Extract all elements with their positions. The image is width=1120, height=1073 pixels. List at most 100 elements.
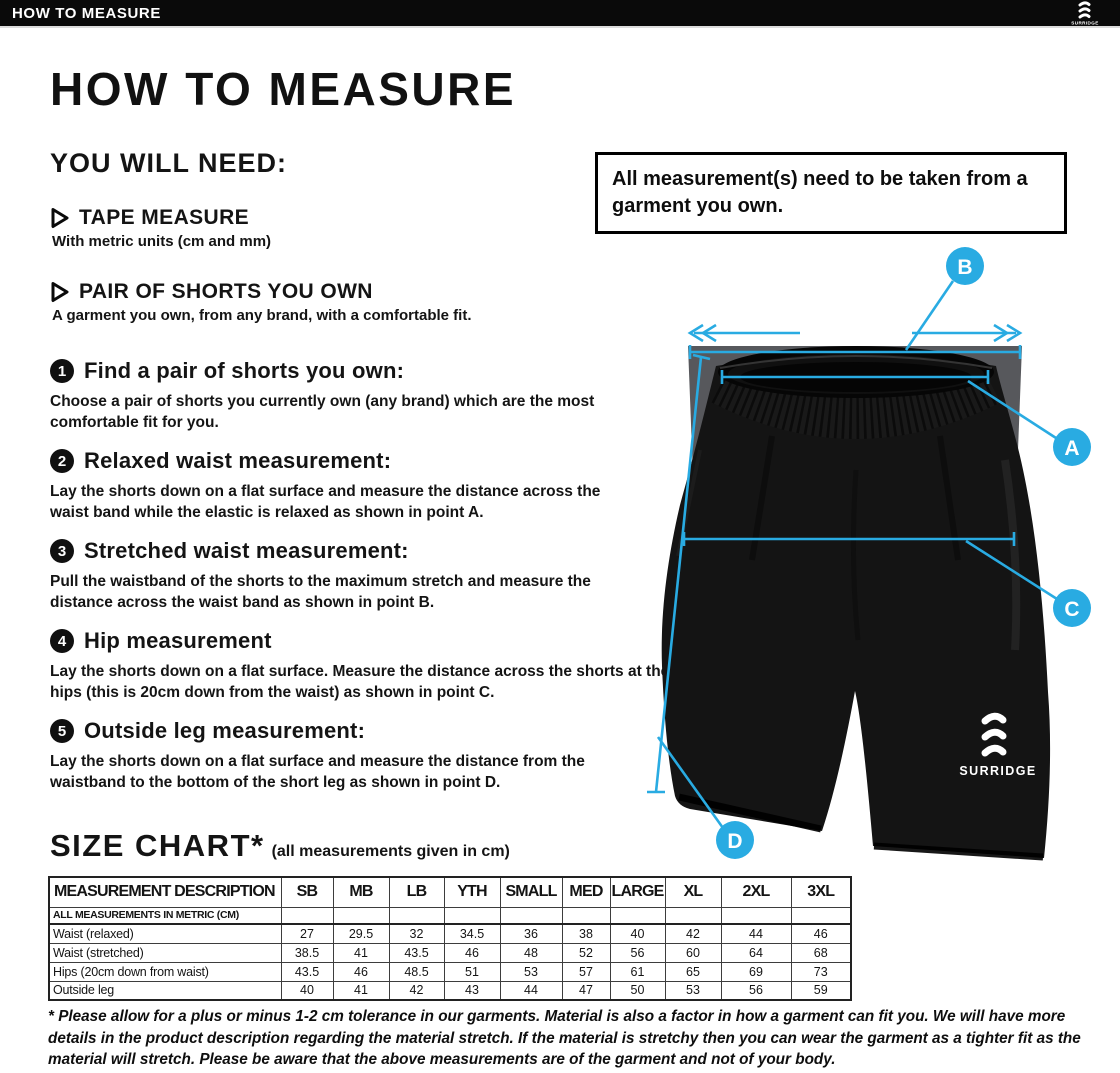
stretched-waist-backdrop [688, 346, 1022, 580]
step-desc: Lay the shorts down on a flat surface. M… [50, 663, 670, 702]
waist-opening [718, 346, 994, 398]
cell: 64 [720, 942, 792, 963]
size-chart-subtitle: (all measurements given in cm) [271, 843, 510, 860]
point-badge-c [1053, 589, 1091, 627]
measurement-note-box: All measurement(s) need to be taken from… [595, 152, 1067, 234]
cell: 69 [720, 961, 792, 982]
cell: 53 [499, 961, 563, 982]
step-desc: Lay the shorts down on a flat surface an… [50, 753, 585, 792]
column-header: XL [664, 876, 722, 908]
step-title: Outside leg measurement: [84, 718, 366, 743]
point-badge-a [1053, 428, 1091, 466]
shorts-measurement-diagram: SURRIDGE [647, 247, 1091, 861]
row-label: Outside leg [48, 980, 282, 1001]
step-number-badge: 3 [50, 539, 74, 563]
cell: 27 [280, 923, 334, 944]
cell: 43.5 [388, 942, 445, 963]
step-1: 1 Find a pair of shorts you own: Choose … [50, 358, 670, 434]
cell: 29.5 [332, 923, 390, 944]
point-label-a: A [1064, 437, 1079, 460]
column-header: SB [280, 876, 334, 908]
requirement-title: PAIR OF SHORTS YOU OWN [79, 280, 373, 303]
cell: 51 [443, 961, 501, 982]
waistband [711, 361, 1001, 439]
cell: 48 [499, 942, 563, 963]
tolerance-footnote: * Please allow for a plus or minus 1-2 c… [48, 1008, 1081, 1069]
waistband-ribs [711, 361, 1001, 439]
cell: 73 [790, 961, 852, 982]
requirement-tape-measure: TAPE MEASURE With metric units (cm and m… [50, 206, 630, 250]
size-chart-heading: SIZE CHART* (all measurements given in cm… [50, 828, 510, 864]
step-2: 2 Relaxed waist measurement: Lay the sho… [50, 448, 670, 524]
table-row: Hips (20cm down from waist) 43.5 46 48.5… [48, 961, 852, 982]
step-number-badge: 4 [50, 629, 74, 653]
cell: 43.5 [280, 961, 334, 982]
stretch-arrow-line [687, 323, 1023, 343]
left-hem [678, 793, 822, 833]
table-row: Outside leg 40 41 42 43 44 47 50 53 56 5… [48, 980, 852, 1001]
fabric-folds [676, 435, 1021, 651]
surridge-logo-on-shorts: SURRIDGE [959, 712, 1036, 778]
cell: 38 [561, 923, 611, 944]
cell: 56 [609, 942, 666, 963]
cell: 52 [561, 942, 611, 963]
step-desc: Choose a pair of shorts you currently ow… [50, 393, 595, 432]
shorts-brand-text: SURRIDGE [959, 764, 1036, 778]
waist-highlight [719, 355, 993, 369]
step-number-badge: 5 [50, 719, 74, 743]
play-triangle-icon [51, 208, 69, 228]
step-4: 4 Hip measurement Lay the shorts down on… [50, 628, 670, 704]
cell: 56 [720, 980, 792, 1001]
step-5: 5 Outside leg measurement: Lay the short… [50, 718, 670, 794]
header-brand-text: SURRIDGE [1071, 21, 1098, 26]
column-header: 3XL [790, 876, 852, 908]
table-row: Waist (stretched) 38.5 41 43.5 46 48 52 … [48, 942, 852, 963]
size-chart-title: SIZE CHART* [50, 828, 265, 863]
measure-line-b [688, 280, 1022, 359]
cell: 43 [443, 980, 501, 1001]
requirement-desc: With metric units (cm and mm) [52, 233, 272, 250]
column-header: MED [561, 876, 611, 908]
cell: 34.5 [443, 923, 501, 944]
column-header: MEASUREMENT DESCRIPTION [48, 876, 282, 908]
step-desc: Lay the shorts down on a flat surface an… [50, 483, 601, 522]
cell: 60 [664, 942, 722, 963]
measure-line-c [682, 532, 1058, 601]
cell: 40 [609, 923, 666, 944]
step-number-badge: 2 [50, 449, 74, 473]
cell: 32 [388, 923, 445, 944]
measure-line-a [720, 370, 1057, 440]
cell: 41 [332, 980, 390, 1001]
play-triangle-icon [51, 282, 69, 302]
cell: 53 [664, 980, 722, 1001]
cell: 68 [790, 942, 852, 963]
step-title: Stretched waist measurement: [84, 538, 409, 563]
shorts-silhouette [661, 354, 1051, 858]
requirement-title: TAPE MEASURE [79, 206, 250, 229]
cell: 47 [561, 980, 611, 1001]
step-title: Hip measurement [84, 628, 272, 653]
cell: 65 [664, 961, 722, 982]
cell: 40 [280, 980, 334, 1001]
column-header: LB [388, 876, 445, 908]
row-label: Hips (20cm down from waist) [48, 961, 282, 982]
cell: 41 [332, 942, 390, 963]
you-will-need-heading: YOU WILL NEED: [50, 148, 288, 178]
point-label-b: B [957, 256, 972, 279]
waist-opening-rim [728, 354, 984, 394]
metric-note-row: ALL MEASUREMENTS IN METRIC (CM) [48, 906, 852, 925]
table-header-row: MEASUREMENT DESCRIPTION SB MB LB YTH SMA… [48, 876, 852, 908]
column-header: YTH [443, 876, 501, 908]
metric-note: ALL MEASUREMENTS IN METRIC (CM) [48, 906, 282, 925]
surridge-logo-icon: SURRIDGE [1071, 1, 1098, 26]
requirement-desc: A garment you own, from any brand, with … [52, 307, 472, 324]
table-row: Waist (relaxed) 27 29.5 32 34.5 36 38 40… [48, 923, 852, 944]
cell: 59 [790, 980, 852, 1001]
cell: 46 [443, 942, 501, 963]
cell: 44 [720, 923, 792, 944]
cell: 46 [790, 923, 852, 944]
right-hem [873, 842, 1044, 861]
row-label: Waist (stretched) [48, 942, 282, 963]
cell: 48.5 [388, 961, 445, 982]
point-badges: B A C D [716, 247, 1091, 859]
